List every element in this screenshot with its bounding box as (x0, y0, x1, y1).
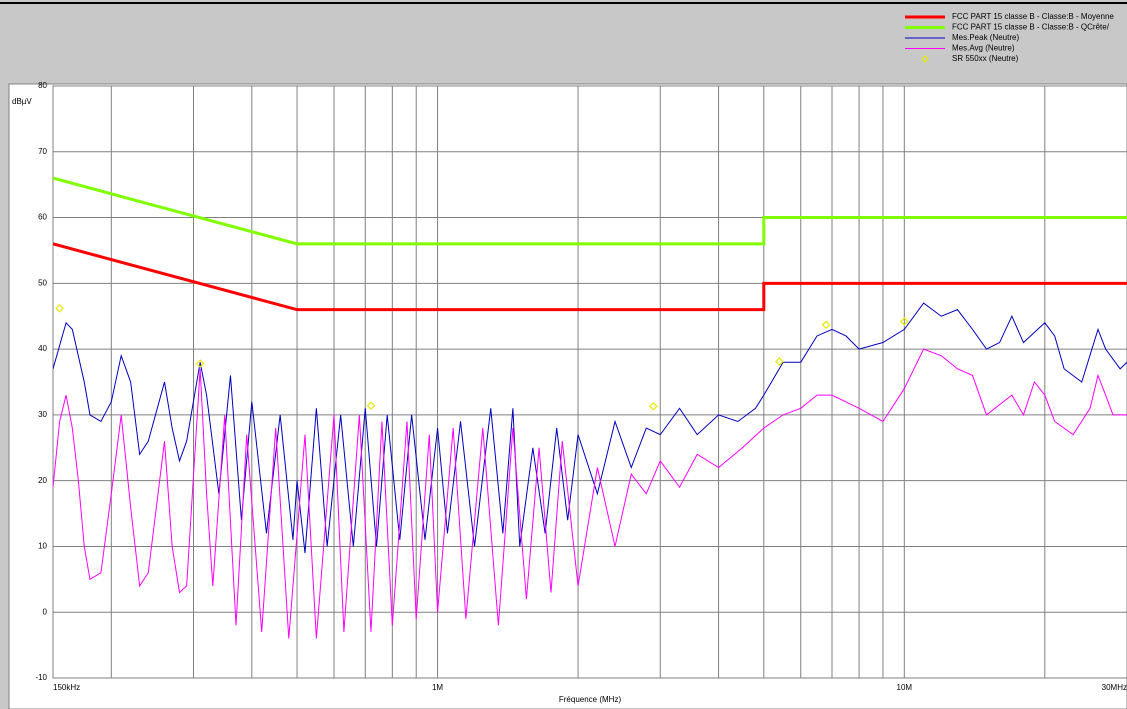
marker (821, 320, 831, 330)
marker (775, 357, 784, 366)
series-line (53, 176, 1127, 246)
y-tick-label: 70 (38, 147, 47, 156)
legend-marker (921, 55, 929, 63)
series-line (53, 302, 1127, 554)
series-line (53, 242, 1127, 312)
marker (649, 401, 658, 411)
y-tick-label: 0 (43, 607, 48, 616)
plot-content (53, 176, 1127, 639)
series-line (53, 348, 1127, 639)
y-tick-label: 40 (38, 344, 47, 353)
x-axis-label: Fréquence (MHz) (559, 695, 622, 704)
legend-label: SR 550xx (Neutre) (952, 54, 1019, 63)
legend-label: FCC PART 15 classe B - Classe:B - Moyenn… (952, 12, 1114, 21)
legend-label: FCC PART 15 classe B - Classe:B - QCrête… (952, 23, 1110, 32)
x-tick-label: 1M (432, 683, 443, 692)
y-tick-label: 50 (38, 278, 47, 287)
y-tick-label: 10 (38, 542, 47, 551)
legend-label: Mes.Avg (Neutre) (952, 44, 1015, 53)
plot-area (52, 85, 1127, 679)
x-tick-label: 10M (897, 683, 913, 692)
y-tick-label: -10 (35, 673, 47, 682)
y-tick-label: 30 (38, 410, 47, 419)
x-tick-label: 30MHz (1102, 683, 1127, 692)
y-axis-label: dBµV (12, 97, 32, 106)
y-tick-label: 60 (38, 213, 47, 222)
marker (899, 317, 909, 326)
y-tick-label: 80 (38, 81, 47, 90)
marker (55, 303, 64, 313)
legend-label: Mes.Peak (Neutre) (952, 33, 1019, 42)
marker (366, 401, 376, 411)
y-tick-label: 20 (38, 476, 47, 485)
marker (195, 359, 205, 368)
x-tick-label: 150kHz (53, 683, 80, 692)
